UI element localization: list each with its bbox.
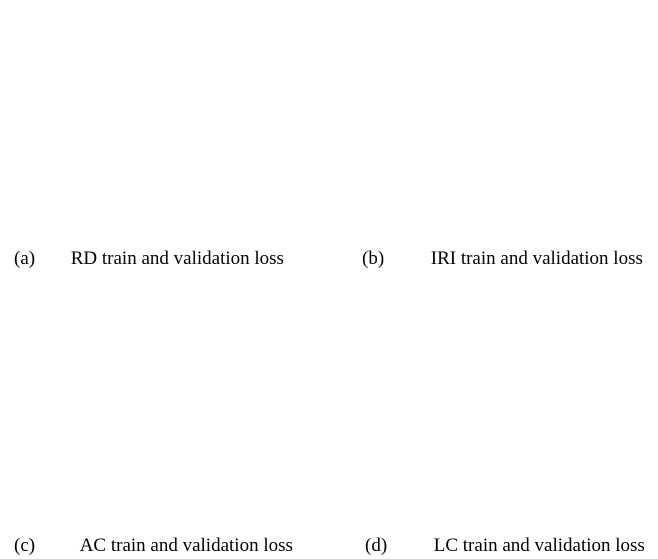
caption-b: (b) IRI train and validation loss (362, 248, 643, 270)
caption-a-tag: (a) (14, 248, 36, 269)
chart-panel-d (330, 286, 650, 514)
caption-b-tag: (b) (362, 248, 385, 269)
caption-d: (d) LC train and validation loss (365, 535, 645, 557)
chart-panel-b (330, 0, 650, 225)
caption-c: (c) AC train and validation loss (14, 535, 293, 557)
caption-a-text: RD train and validation loss (70, 248, 284, 269)
caption-d-text: LC train and validation loss (433, 535, 645, 556)
caption-a: (a) RD train and validation loss (14, 248, 284, 270)
chart-d-svg (330, 286, 650, 514)
chart-panel-c (0, 286, 325, 514)
caption-c-tag: (c) (14, 535, 36, 556)
chart-panel-a (0, 0, 320, 225)
caption-d-tag: (d) (365, 535, 388, 556)
caption-b-text: IRI train and validation loss (430, 248, 643, 269)
chart-c-svg (0, 286, 325, 514)
chart-a-svg (0, 0, 320, 225)
chart-b-svg (330, 0, 650, 225)
caption-c-text: AC train and validation loss (79, 535, 293, 556)
